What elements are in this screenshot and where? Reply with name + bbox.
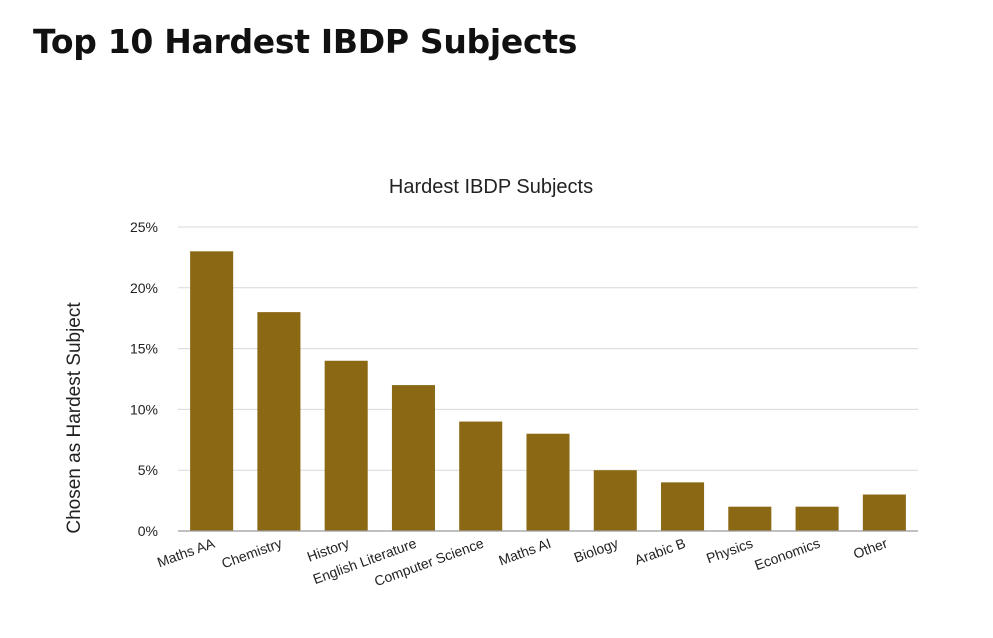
bar [795, 506, 839, 531]
bar [862, 494, 906, 531]
x-tick-label: Physics [704, 535, 755, 567]
y-tick-label: 15% [130, 341, 158, 357]
bar [593, 470, 637, 531]
y-tick-label: 25% [130, 219, 158, 235]
bar [459, 421, 503, 531]
x-tick-label: Chemistry [219, 535, 284, 572]
x-tick-label: Arabic B [632, 535, 687, 568]
x-tick-label: Economics [752, 535, 822, 573]
bar [257, 312, 301, 531]
page-title: Top 10 Hardest IBDP Subjects [33, 22, 578, 61]
bar [661, 482, 705, 531]
y-tick-label: 0% [138, 523, 158, 539]
x-tick-label: Maths AA [155, 535, 217, 571]
bar [526, 433, 570, 531]
chart-title: Hardest IBDP Subjects [389, 176, 593, 198]
y-tick-label: 10% [130, 401, 158, 417]
bar [391, 385, 435, 531]
y-tick-label: 5% [138, 462, 158, 478]
bar [728, 506, 772, 531]
bars [190, 251, 906, 531]
gridlines [178, 226, 918, 471]
y-tick-labels: 0% 5% 10% 15% 20% 25% [130, 219, 158, 539]
x-tick-label: Biology [572, 535, 621, 566]
y-tick-label: 20% [130, 280, 158, 296]
bar [190, 251, 234, 531]
y-axis-label: Chosen as Hardest Subject [64, 302, 85, 534]
x-tick-label: Other [851, 535, 890, 562]
bar [324, 360, 368, 531]
x-tick-label: Maths AI [496, 535, 553, 569]
